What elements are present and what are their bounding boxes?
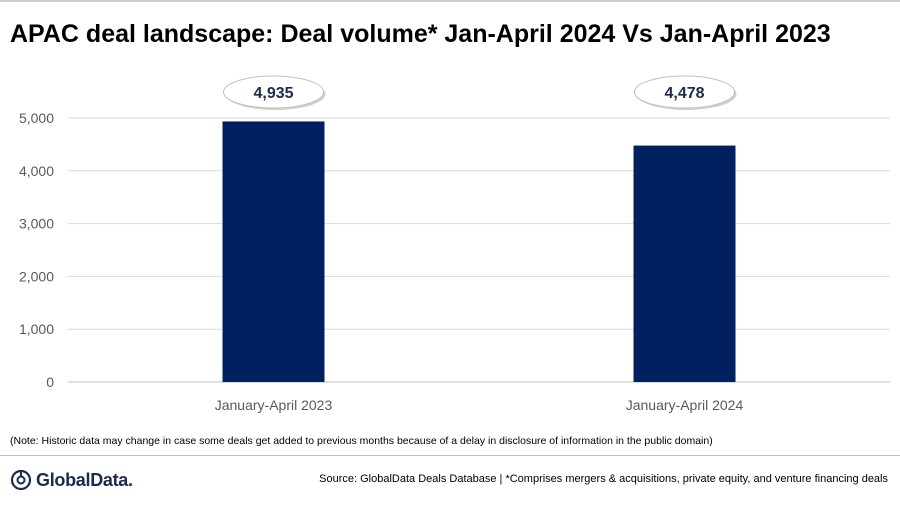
data-label-bubble xyxy=(634,75,735,109)
x-tick-label: January-April 2023 xyxy=(215,397,333,413)
chart-note: (Note: Historic data may change in case … xyxy=(10,435,713,447)
y-tick-label: 4,000 xyxy=(19,163,54,179)
x-tick-label: January-April 2024 xyxy=(626,397,744,413)
chart-title: APAC deal landscape: Deal volume* Jan-Ap… xyxy=(10,20,831,48)
y-tick-label: 0 xyxy=(46,374,54,390)
bar xyxy=(222,121,325,382)
data-label: 4,478 xyxy=(664,85,704,102)
globaldata-logo: GlobalData. xyxy=(10,466,133,494)
data-label: 4,935 xyxy=(253,85,293,102)
data-label-bubble xyxy=(223,75,324,109)
y-tick-label: 1,000 xyxy=(19,321,54,337)
bar xyxy=(633,145,736,382)
y-tick-label: 2,000 xyxy=(19,268,54,284)
y-tick-label: 5,000 xyxy=(19,110,54,126)
globaldata-logo-icon xyxy=(10,469,32,491)
footer-divider xyxy=(0,455,900,456)
logo-text: GlobalData. xyxy=(36,469,133,490)
y-tick-label: 3,000 xyxy=(19,216,54,232)
bar-chart: 0 1,000 2,000 3,000 4,000 5,000 January-April … xyxy=(19,75,890,413)
top-border xyxy=(0,0,900,2)
source-text: Source: GlobalData Deals Database | *Com… xyxy=(319,473,888,485)
